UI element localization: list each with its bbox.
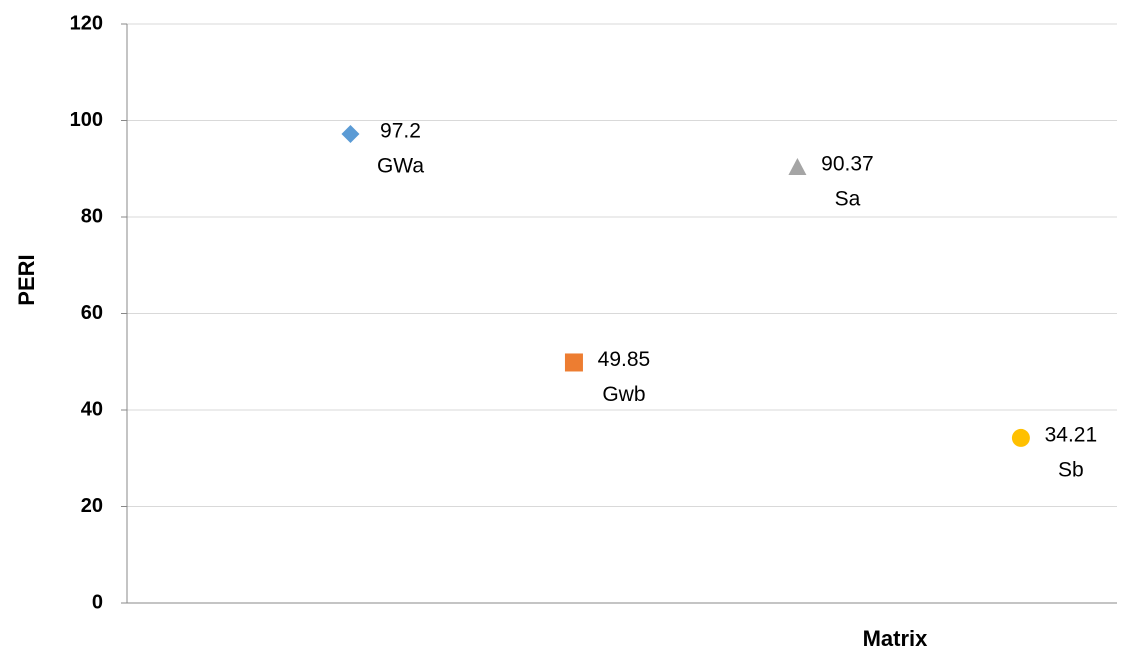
y-tick-label: 60 [81,302,103,324]
data-label: 97.2 [380,120,421,143]
point [788,157,807,175]
y-tick-label: 100 [70,109,103,131]
point [564,353,583,372]
series-label: GWa [377,155,424,178]
x-axis-label: Matrix [863,626,929,651]
data-label: 49.85 [598,348,651,371]
y-axis-label: PERI [14,254,39,305]
series-label: Sb [1058,458,1084,481]
point [341,125,360,144]
y-tick-label: 80 [81,205,103,227]
series-label: Sa [835,188,861,211]
y-tick-label: 120 [70,12,103,34]
data-label: 90.37 [821,153,874,176]
y-tick-label: 0 [92,591,103,613]
point [1011,428,1030,447]
y-tick-label: 40 [81,398,103,420]
series-label: Gwb [602,383,645,406]
y-tick-label: 20 [81,495,103,517]
data-label: 34.21 [1045,423,1098,446]
